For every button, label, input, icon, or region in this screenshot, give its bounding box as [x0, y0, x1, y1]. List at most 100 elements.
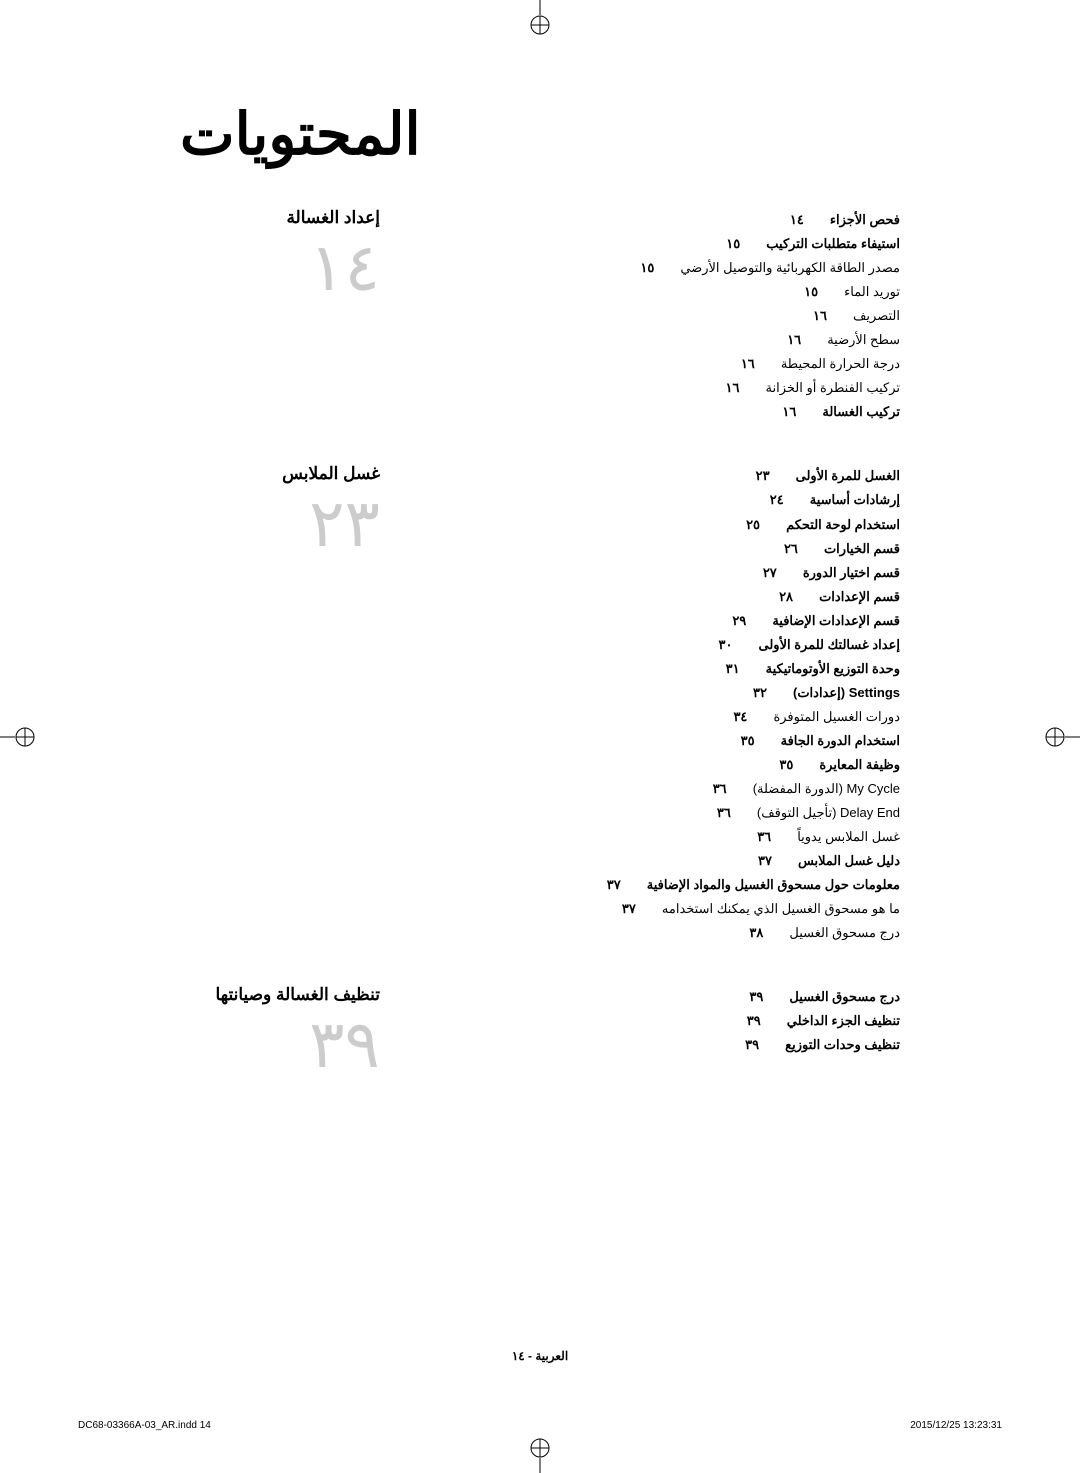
entry-text: Delay End (تأجيل التوقف): [757, 801, 900, 825]
entry-text: فحص الأجزاء: [830, 208, 900, 232]
section-big-number: ٢٣: [180, 490, 380, 556]
toc-entry: ٢٩قسم الإعدادات الإضافية: [410, 609, 900, 633]
entry-page-number: ٢٧: [763, 561, 785, 585]
entry-text: تركيب الغسالة: [822, 400, 900, 424]
entry-text: ما هو مسحوق الغسيل الذي يمكنك استخدامه: [662, 897, 900, 921]
entry-text: قسم الإعدادات الإضافية: [772, 609, 900, 633]
entry-page-number: ٣٧: [607, 873, 629, 897]
toc-entry: ٢٥ استخدام لوحة التحكم: [410, 513, 900, 537]
entry-page-number: ١٦: [782, 400, 804, 424]
toc-entry: ٣١ وحدة التوزيع الأوتوماتيكية: [410, 657, 900, 681]
entry-text: دورات الغسيل المتوفرة: [773, 705, 900, 729]
entry-page-number: ١٦: [726, 376, 748, 400]
toc-entry: ٣٨ درج مسحوق الغسيل: [410, 921, 900, 945]
toc-entry: ٣٧ ما هو مسحوق الغسيل الذي يمكنك استخدامه: [410, 897, 900, 921]
entry-page-number: ٣٩: [747, 1009, 769, 1033]
entry-page-number: ٣٨: [749, 921, 771, 945]
toc-entry: ٣٧ معلومات حول مسحوق الغسيل والمواد الإضا…: [410, 873, 900, 897]
entry-text: وحدة التوزيع الأوتوماتيكية: [766, 657, 900, 681]
entry-text: تركيب الفنطرة أو الخزانة: [766, 376, 900, 400]
entry-page-number: ٣٥: [779, 753, 801, 777]
toc-entry: ٣٥ وظيفة المعايرة: [410, 753, 900, 777]
entry-page-number: ٢٦: [784, 537, 806, 561]
entry-page-number: ١٦: [787, 328, 809, 352]
entry-text: درجة الحرارة المحيطة: [781, 352, 900, 376]
entry-page-number: ٣٧: [622, 897, 644, 921]
entry-page-number: ٢٤: [770, 488, 792, 512]
entry-text: تنظيف الجزء الداخلي: [787, 1009, 900, 1033]
entry-text: تنظيف وحدات التوزيع: [785, 1033, 900, 1057]
entry-page-number: ٣٩: [749, 985, 771, 1009]
section-entries: ٢٣ الغسل للمرة الأولى٢٤ إرشادات أساسية ٢٥ اس…: [410, 464, 900, 945]
section-big-number: ٣٩: [180, 1011, 380, 1077]
toc-entry: ٣٧ دليل غسل الملابس: [410, 849, 900, 873]
entry-page-number: ١٦: [741, 352, 763, 376]
toc-entry: ١٦ تركيب الفنطرة أو الخزانة: [410, 376, 900, 400]
page-footer: العربية - ١٤: [0, 1349, 1080, 1363]
section-title: تنظيف الغسالة وصيانتها: [180, 985, 380, 1005]
entry-text: قسم اختيار الدورة: [803, 561, 900, 585]
section-header: إعداد الغسالة١٤: [180, 208, 380, 424]
toc-section: إعداد الغسالة١٤١٤فحص الأجزاء١٥استيفاء مت…: [180, 208, 900, 424]
section-header: تنظيف الغسالة وصيانتها ٣٩: [180, 985, 380, 1077]
toc-entry: ١٥مصدر الطاقة الكهربائية والتوصيل الأرضي: [410, 256, 900, 280]
toc-entry: ٣٦ My Cycle (الدورة المفضلة): [410, 777, 900, 801]
document-page: المحتويات إعداد الغسالة١٤١٤فحص الأجزاء١٥…: [180, 100, 900, 1373]
toc-entry: ١٦ سطح الأرضية: [410, 328, 900, 352]
section-title: إعداد الغسالة: [180, 208, 380, 228]
toc-entry: ٣٩ درج مسحوق الغسيل: [410, 985, 900, 1009]
entry-text: استخدام الدورة الجافة: [781, 729, 900, 753]
entry-text: إرشادات أساسية: [810, 488, 900, 512]
entry-page-number: ٣٤: [733, 705, 755, 729]
section-entries: ١٤فحص الأجزاء١٥استيفاء متطلبات التركيب١٥…: [410, 208, 900, 424]
entry-text: إعداد غسالتك للمرة الأولى: [759, 633, 901, 657]
entry-text: استخدام لوحة التحكم: [786, 513, 900, 537]
toc-entry: ٣٥ استخدام الدورة الجافة: [410, 729, 900, 753]
entry-text: Settings (إعدادات): [793, 681, 900, 705]
toc-entry: ٢٦ قسم الخيارات: [410, 537, 900, 561]
entry-page-number: ٢٥: [746, 513, 768, 537]
entry-text: قسم الإعدادات: [819, 585, 900, 609]
entry-page-number: ٣٠: [719, 633, 741, 657]
entry-page-number: ١٥: [804, 280, 826, 304]
print-meta-right: 2015/12/25 13:23:31: [910, 1420, 1002, 1431]
toc-entry: ١٤فحص الأجزاء: [410, 208, 900, 232]
toc-entry: ١٥استيفاء متطلبات التركيب: [410, 232, 900, 256]
entry-page-number: ٣٦: [757, 825, 779, 849]
entry-page-number: ٣٥: [741, 729, 763, 753]
entry-page-number: ٣٧: [758, 849, 780, 873]
toc-entry: ٢٣ الغسل للمرة الأولى: [410, 464, 900, 488]
entry-page-number: ٣٦: [713, 777, 735, 801]
toc-entry: ٣٩تنظيف وحدات التوزيع: [410, 1033, 900, 1057]
section-title: غسل الملابس: [180, 464, 380, 484]
toc-entry: ٢٨ قسم الإعدادات: [410, 585, 900, 609]
entry-text: معلومات حول مسحوق الغسيل والمواد الإضافي…: [647, 873, 900, 897]
entry-text: غسل الملابس يدوياً: [797, 825, 900, 849]
entry-text: استيفاء متطلبات التركيب: [766, 232, 900, 256]
toc-section: تنظيف الغسالة وصيانتها٣٩٣٩درج مسحوق الغس…: [180, 985, 900, 1077]
toc-entry: ١٦ تركيب الغسالة: [410, 400, 900, 424]
entry-page-number: ١٥: [640, 256, 662, 280]
toc-entry: ٢٧ قسم اختيار الدورة: [410, 561, 900, 585]
entry-page-number: ٢٨: [779, 585, 801, 609]
entry-page-number: ٢٣: [756, 464, 778, 488]
entry-page-number: ١٦: [813, 304, 835, 328]
entry-text: دليل غسل الملابس: [798, 849, 900, 873]
entry-page-number: ٣١: [726, 657, 748, 681]
toc-entry: ٣٦ Delay End (تأجيل التوقف): [410, 801, 900, 825]
entry-text: My Cycle (الدورة المفضلة): [753, 777, 900, 801]
toc-entry: ١٦ درجة الحرارة المحيطة: [410, 352, 900, 376]
toc-entry: ٣٤ دورات الغسيل المتوفرة: [410, 705, 900, 729]
entry-text: وظيفة المعايرة: [819, 753, 900, 777]
entry-text: قسم الخيارات: [824, 537, 900, 561]
entry-text: الغسل للمرة الأولى: [796, 464, 900, 488]
toc-entry: ٢٤ إرشادات أساسية: [410, 488, 900, 512]
entry-text: سطح الأرضية: [827, 328, 900, 352]
page-title: المحتويات: [180, 100, 900, 168]
toc-sections: إعداد الغسالة١٤١٤فحص الأجزاء١٥استيفاء مت…: [180, 208, 900, 1077]
entry-text: درج مسحوق الغسيل: [789, 985, 900, 1009]
toc-entry: ٣٩ تنظيف الجزء الداخلي: [410, 1009, 900, 1033]
entry-text: درج مسحوق الغسيل: [789, 921, 900, 945]
entry-text: التصريف: [853, 304, 900, 328]
entry-page-number: ٣٦: [717, 801, 739, 825]
